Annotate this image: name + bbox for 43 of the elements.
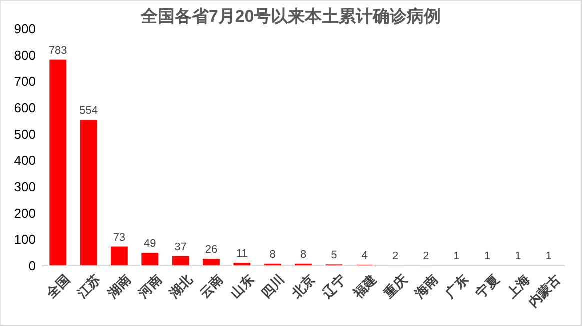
data-label: 5 (331, 250, 338, 262)
data-label: 4 (362, 250, 368, 262)
data-label: 1 (546, 250, 552, 263)
data-label: 2 (392, 250, 399, 262)
data-label: 26 (205, 244, 218, 256)
data-label: 1 (515, 250, 522, 263)
x-tick-label: 湖南 (104, 272, 134, 302)
x-tick-label: 宁夏 (473, 272, 502, 301)
y-tick-label: 400 (14, 153, 36, 168)
y-tick-label: 100 (14, 232, 36, 248)
y-tick-label: 200 (14, 206, 36, 221)
data-label: 1 (454, 250, 460, 263)
x-tick-label: 全国 (42, 272, 73, 302)
x-tick-label: 河南 (134, 272, 165, 302)
x-tick-label: 山东 (228, 272, 257, 301)
data-label: 554 (80, 105, 98, 118)
y-tick-label: 500 (14, 126, 36, 142)
x-tick-label: 云南 (197, 272, 226, 301)
y-tick-label: 700 (14, 74, 36, 90)
x-tick-label: 海南 (411, 272, 441, 302)
chart-title: 全国各省7月20号以来本土累计确诊病例 (140, 7, 442, 26)
data-label: 73 (113, 232, 126, 244)
data-label: 8 (270, 248, 276, 261)
data-label: 1 (484, 250, 491, 263)
y-tick-label: 600 (14, 100, 36, 116)
data-label: 37 (174, 241, 187, 254)
x-tick-label: 江苏 (74, 272, 104, 302)
x-tick-label: 四川 (258, 272, 288, 301)
y-tick-label: 0 (28, 258, 36, 274)
x-tick-label: 北京 (288, 272, 318, 302)
data-label: 8 (300, 248, 307, 261)
x-tick-label: 辽宁 (319, 272, 349, 302)
y-tick-label: 900 (14, 22, 36, 37)
data-label: 49 (144, 238, 156, 250)
x-tick-label: 重庆 (380, 272, 410, 302)
data-label: 11 (236, 248, 248, 260)
data-label: 783 (48, 44, 68, 57)
y-tick-label: 800 (14, 48, 36, 63)
data-label: 2 (423, 250, 430, 262)
x-tick-label: 湖北 (166, 271, 196, 302)
x-tick-label: 福建 (350, 272, 380, 302)
x-tick-label: 广东 (442, 272, 472, 302)
y-tick-label: 300 (14, 180, 36, 195)
